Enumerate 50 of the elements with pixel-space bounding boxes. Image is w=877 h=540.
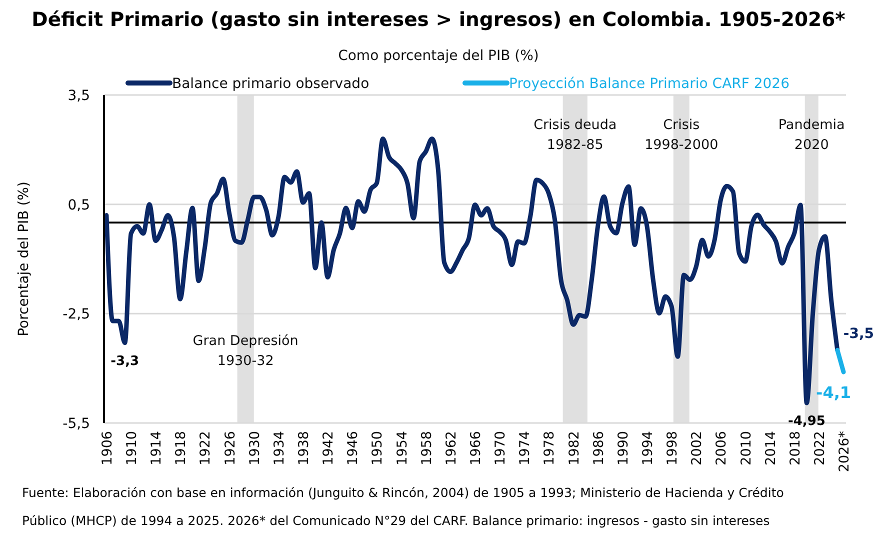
y-tick-label: -5,5 [62,416,90,432]
x-tick-label: 1966 [468,431,484,466]
x-tick-label: 1982 [566,431,582,466]
band-label: Gran Depresión 1930-32 [192,333,298,369]
data-label: -4,1 [816,382,852,402]
x-tick-label: 1906 [99,431,116,466]
x-tick-label: 2022 [812,431,828,466]
x-tick-label: 1962 [443,431,460,466]
x-tick-label: 1978 [542,431,558,466]
band-label: Pandemia 2020 [778,117,845,153]
x-tick-label: 2018 [787,431,804,466]
x-tick-label: 2006 [714,431,730,466]
x-tick-label: 2010 [738,431,754,466]
x-tick-label: 1950 [370,431,386,466]
x-tick-label: 1970 [492,431,509,466]
x-tick-label: 1934 [271,431,288,466]
x-tick-label: 1918 [173,431,190,466]
data-label: -3,5 [843,326,874,342]
legend-label: Proyección Balance Primario CARF 2026 [509,76,790,92]
data-label: -3,3 [110,354,140,369]
x-tick-label: 2014 [762,431,779,466]
x-tick-label: 1990 [615,431,632,466]
text: Público (MHCP) de 1994 a 2025. 2026* del Comunicado N°29 del CARF. Balance primario: ingresos - gasto sin intereses [22,513,770,528]
y-tick-label: 0,5 [68,197,90,214]
x-tick-label: 1938 [296,431,312,466]
data-label: -4,95 [788,414,826,429]
x-tick-label: 1942 [320,431,337,466]
x-tick-label: 1930 [246,431,263,466]
chart-title: Déficit Primario (gasto sin intereses > ingresos) en Colombia. 1905-2026* [32,8,846,31]
chart-subtitle: Como porcentaje del PIB (%) [338,48,539,64]
x-tick-label: 1954 [394,431,410,466]
x-tick-label: 1910 [124,431,140,466]
x-tick-label: 1958 [418,431,435,466]
x-tick-label: 1998 [664,431,681,466]
x-tick-label: 1922 [198,431,214,466]
band-label: Crisis deuda 1982-85 [534,117,617,153]
x-tick-label: 1974 [517,431,534,466]
y-tick-label: 3,5 [68,88,90,104]
x-tick-label: 1946 [345,431,362,466]
x-tick-label: 1926 [222,431,238,466]
source-note: Fuente: Elaboración con base en información (Junguito & Rincón, 2004) de 1905 a 1993; Ministerio de Hacienda y Crédito [22,485,784,500]
legend-label: Balance primario observado [172,76,370,92]
y-axis-title: Porcentaje del PIB (%) [16,182,32,336]
band-label: Crisis 1998-2000 [644,117,718,153]
x-tick-label: 1994 [640,431,656,466]
x-tick-label: 1986 [590,431,607,466]
x-tick-label: 1914 [148,431,165,466]
y-tick-label: -2,5 [62,306,90,323]
x-tick-label: 2002 [689,431,706,466]
x-tick-label: 2026* [836,430,853,472]
